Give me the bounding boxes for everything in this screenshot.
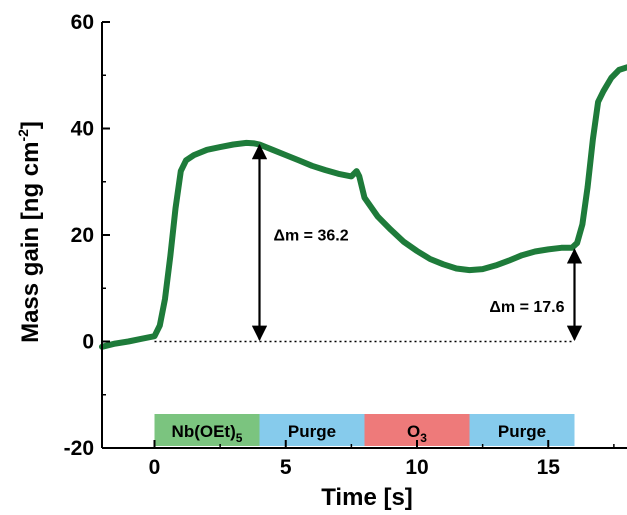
phase-label-2: Purge (288, 422, 336, 441)
phase-label-3: O3 (407, 422, 427, 445)
phase-bars: Nb(OEt)5 Purge O3 Purge (154, 414, 575, 446)
y-tick-label-3: 20 (71, 224, 94, 247)
y-axis-title-superscript: -2 (15, 129, 31, 142)
delta-label-1: Δm = 36.2 (274, 227, 349, 244)
y-tick-label-4: 40 (71, 118, 94, 141)
phase-label-1-main: Nb(OEt) (172, 422, 236, 441)
y-tick-label-5: 60 (71, 11, 94, 34)
phase-label-4: Purge (498, 422, 546, 441)
series-line-1 (99, 64, 627, 350)
series-layer (99, 64, 627, 350)
y-tick-label-2: 0 (82, 331, 94, 354)
tick-labels: -20 0 20 40 60 0 5 10 15 (64, 11, 615, 479)
phase-label-3-main: O (407, 422, 420, 441)
y-axis-title: Mass gain [ng cm-2] (15, 121, 44, 343)
y-axis-title-close: ] (17, 121, 44, 129)
phase-bar-4 (469, 414, 575, 446)
delta-label-2: Δm = 17.6 (489, 299, 564, 316)
phase-bar-1 (154, 414, 260, 446)
phase-label-3-subscript: 3 (420, 431, 427, 445)
y-tick-label-1: -20 (64, 437, 94, 460)
phase-label-4-main: Purge (498, 422, 546, 441)
phase-label-2-main: Purge (288, 422, 336, 441)
x-tick-label-2: 5 (280, 456, 292, 479)
x-tick-label-1: 0 (149, 456, 161, 479)
x-axis-title: Time [s] (321, 484, 413, 511)
phase-bar-2 (259, 414, 365, 446)
x-tick-label-3: 10 (405, 456, 428, 479)
phase-label-1: Nb(OEt)5 (172, 422, 243, 445)
y-axis-title-main: Mass gain [ng cm (17, 142, 44, 343)
phase-label-1-subscript: 5 (236, 431, 243, 445)
x-tick-label-4: 15 (537, 456, 561, 479)
annotations: Δm = 36.2 Δm = 17.6 (251, 143, 583, 342)
axes (101, 22, 627, 449)
